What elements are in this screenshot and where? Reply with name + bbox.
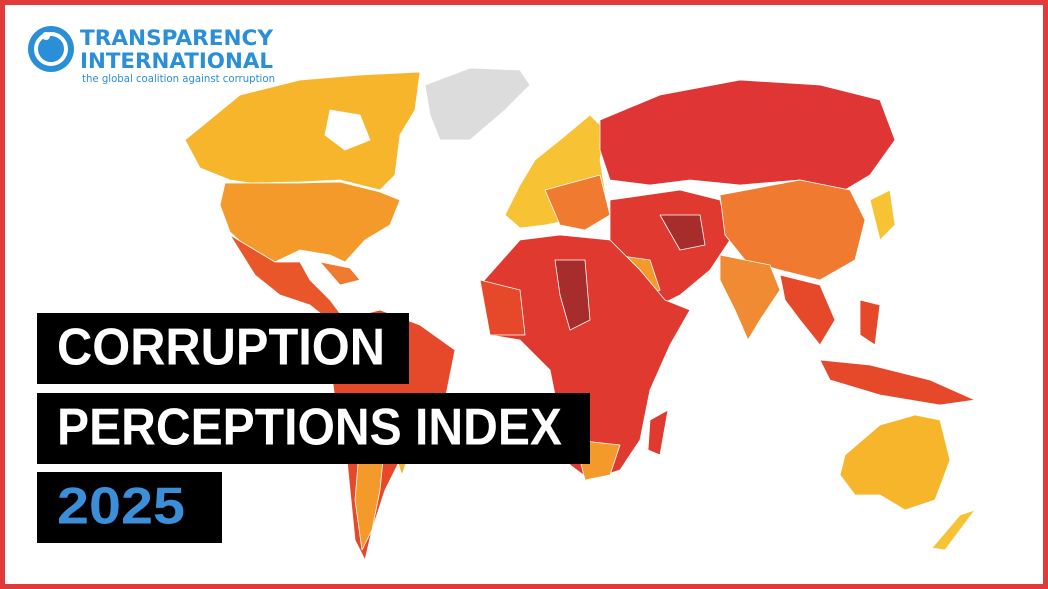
logo-name-line1: TRANSPARENCY bbox=[80, 26, 274, 50]
title-box bbox=[37, 313, 409, 384]
canada bbox=[184, 71, 421, 191]
hudson-bay bbox=[324, 109, 371, 151]
year-box bbox=[37, 472, 222, 543]
title-line1: CORRUPTION bbox=[57, 319, 385, 377]
africa bbox=[479, 234, 691, 481]
usa bbox=[219, 181, 401, 263]
logo-name-line2: INTERNATIONAL bbox=[80, 49, 273, 73]
china bbox=[719, 179, 866, 281]
libya-sudan bbox=[554, 259, 591, 331]
eastern-europe bbox=[544, 174, 611, 231]
afghanistan bbox=[659, 214, 706, 251]
indonesia bbox=[819, 359, 976, 406]
australia bbox=[839, 414, 951, 511]
southeast-asia bbox=[779, 274, 836, 346]
title: CORRUPTION PERCEPTIONS INDEX 2025 bbox=[37, 313, 590, 543]
new-zealand bbox=[931, 509, 976, 551]
logo-tagline: the global coalition against corruption bbox=[82, 72, 275, 85]
logo-icon-ring bbox=[34, 32, 68, 66]
logo: TRANSPARENCY INTERNATIONAL the global co… bbox=[28, 26, 275, 85]
india bbox=[719, 254, 781, 341]
title-box bbox=[37, 393, 590, 464]
title-line2: PERCEPTIONS INDEX bbox=[57, 399, 562, 457]
madagascar bbox=[647, 409, 669, 456]
west-africa bbox=[479, 279, 526, 336]
caribbean bbox=[319, 261, 361, 286]
japan bbox=[869, 189, 896, 241]
philippines bbox=[859, 299, 881, 346]
logo-icon-head bbox=[42, 32, 50, 40]
greenland bbox=[424, 67, 531, 141]
title-year: 2025 bbox=[57, 478, 185, 536]
